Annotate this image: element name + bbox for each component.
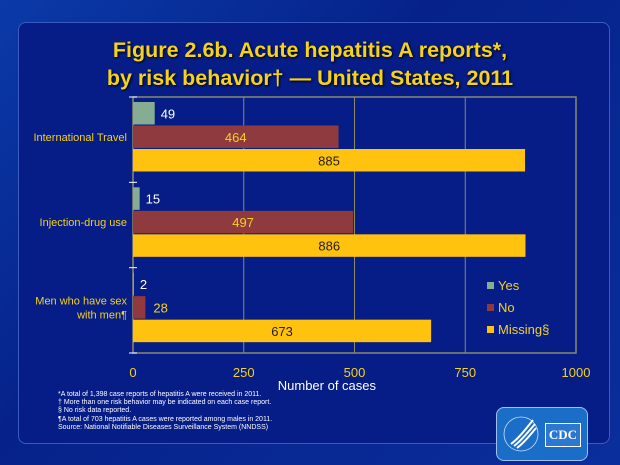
bar-yes xyxy=(133,102,155,125)
title-line-1: Figure 2.6b. Acute hepatitis A reports*, xyxy=(112,38,508,62)
data-label: 49 xyxy=(161,106,175,121)
x-tick-label: 500 xyxy=(344,365,366,380)
hhs-eagle-icon xyxy=(503,416,539,452)
x-axis-label: Number of cases xyxy=(278,378,377,393)
category-label: Injection-drug use xyxy=(40,217,127,229)
footnote: Source: National Notifiable Diseases Sur… xyxy=(58,423,269,431)
category-label: Men who have sex xyxy=(35,295,127,307)
footnote: *A total of 1,398 case reports of hepati… xyxy=(58,391,262,398)
data-label: 886 xyxy=(318,239,340,254)
footnote: † More than one risk behavior may be ind… xyxy=(58,399,272,407)
bar-no xyxy=(133,210,354,234)
data-label: 28 xyxy=(153,300,167,315)
legend-swatch xyxy=(487,326,494,333)
x-tick-label: 0 xyxy=(129,365,136,380)
bar-missing xyxy=(133,234,526,257)
cdc-logo-text: CDC xyxy=(545,423,581,447)
data-label: 673 xyxy=(271,324,293,339)
data-label: 15 xyxy=(146,192,160,207)
bar-no xyxy=(133,296,146,319)
legend-label: Missing§ xyxy=(498,322,549,337)
bar-missing xyxy=(133,319,432,343)
legend-swatch xyxy=(487,304,494,311)
data-label: 464 xyxy=(225,130,247,145)
title-line-2: by risk behavior† — United States, 2011 xyxy=(106,66,514,90)
bar-missing xyxy=(133,149,526,172)
footnote: § No risk data reported. xyxy=(58,407,132,415)
x-tick-label: 1000 xyxy=(562,365,591,380)
category-label: with men¶ xyxy=(76,309,127,321)
cdc-logo: CDC xyxy=(496,407,588,461)
legend-swatch xyxy=(487,282,494,289)
legend-label: No xyxy=(498,300,515,315)
data-label: 497 xyxy=(232,215,254,230)
data-label: 2 xyxy=(140,277,147,292)
category-label: International Travel xyxy=(33,132,127,144)
x-tick-label: 250 xyxy=(233,365,255,380)
chart-title: Figure 2.6b. Acute hepatitis A reports*,… xyxy=(0,36,620,92)
legend-label: Yes xyxy=(498,278,520,293)
footnotes: *A total of 1,398 case reports of hepati… xyxy=(58,391,272,432)
x-tick-label: 750 xyxy=(454,365,476,380)
bar-yes xyxy=(133,272,134,296)
data-label: 885 xyxy=(318,153,340,168)
bar-no xyxy=(133,125,339,148)
bar-yes xyxy=(133,187,140,210)
footnote: ¶A total of 703 hepatitis A cases were r… xyxy=(58,415,273,423)
